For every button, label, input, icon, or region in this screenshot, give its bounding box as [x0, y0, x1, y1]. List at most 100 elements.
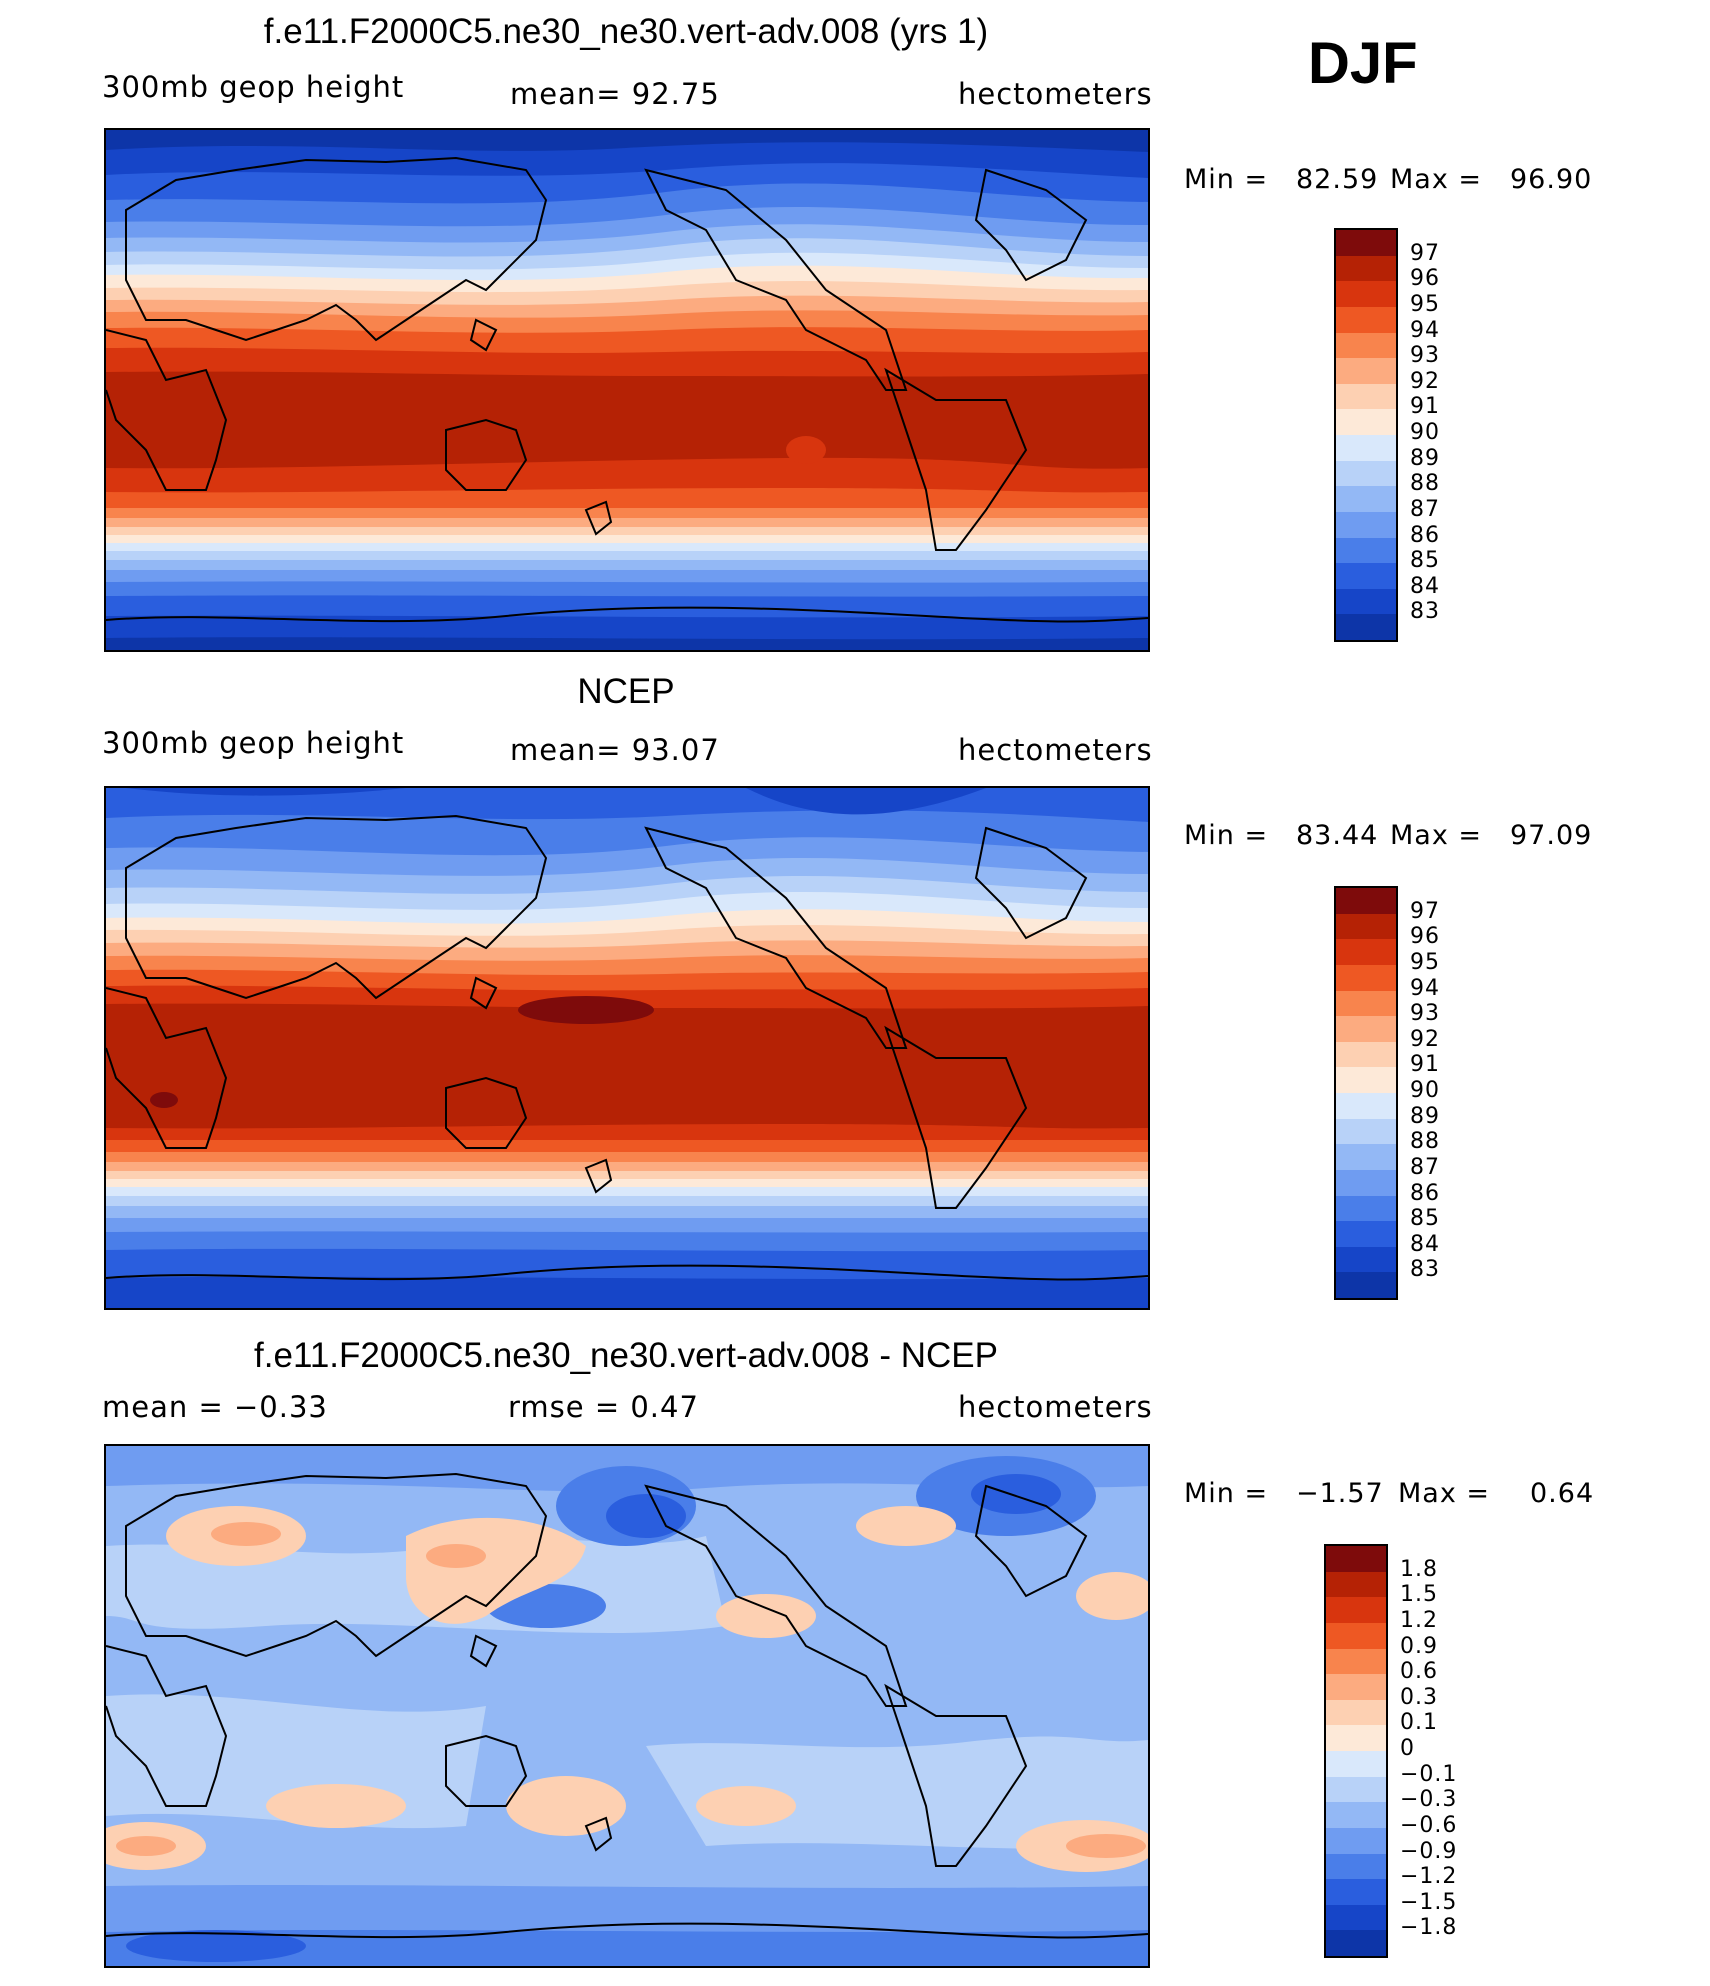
- colorbar-level-label: 1.5: [1400, 1582, 1438, 1608]
- colorbar-level-label: 85: [1410, 1206, 1440, 1232]
- colorbar-swatch: [1336, 990, 1396, 1018]
- band-pos01-canada: [856, 1506, 956, 1546]
- band-max-africa: [150, 1092, 178, 1108]
- panel-1-min-value: 82.59: [1296, 164, 1379, 195]
- colorbar-swatch: [1336, 1118, 1396, 1146]
- colorbar-level-label: 0.6: [1400, 1659, 1438, 1685]
- colorbar-swatch: [1336, 511, 1396, 539]
- panel-3-map: [104, 1444, 1150, 1968]
- colorbar-level-label: 0.3: [1400, 1684, 1438, 1710]
- colorbar-level-label: 0.9: [1400, 1633, 1438, 1659]
- panel-3-colorbar: [1324, 1544, 1388, 1958]
- panel-1-max-label: Max =: [1390, 164, 1483, 195]
- band-pos03-asia: [426, 1544, 486, 1568]
- colorbar-level-label: 93: [1410, 343, 1440, 369]
- panel-1-contour-bands: [106, 130, 1148, 650]
- colorbar-swatch: [1326, 1776, 1386, 1804]
- colorbar-level-label: 94: [1410, 317, 1440, 343]
- band-84s: [106, 1276, 1148, 1308]
- panel-2-max-value: 97.09: [1510, 820, 1593, 851]
- panel-2-map: [104, 786, 1150, 1310]
- panel-2-variable-label: 300mb geop height: [102, 726, 405, 760]
- panel-2-coastlines: [106, 814, 1148, 1281]
- panel-1-variable-label: 300mb geop height: [102, 70, 405, 104]
- colorbar-level-label: 0.1: [1400, 1710, 1438, 1736]
- colorbar-level-label: −0.1: [1400, 1761, 1458, 1787]
- colorbar-level-label: 93: [1410, 1001, 1440, 1027]
- colorbar-swatch: [1336, 1041, 1396, 1069]
- panel-3-max-label: Max =: [1398, 1478, 1491, 1509]
- colorbar-level-label: −0.9: [1400, 1838, 1458, 1864]
- panel-1-min-label: Min =: [1184, 164, 1269, 195]
- colorbar-level-label: 88: [1410, 471, 1440, 497]
- colorbar-swatch: [1326, 1725, 1386, 1752]
- panel-2-mean-label: mean= 93.07: [510, 733, 720, 767]
- colorbar-level-label: 90: [1410, 1078, 1440, 1103]
- colorbar-level-label: −1.8: [1400, 1915, 1458, 1941]
- panel-1-mean-label: mean= 92.75: [510, 77, 720, 111]
- colorbar-level-label: 0: [1400, 1736, 1415, 1761]
- colorbar-level-label: 86: [1410, 1180, 1440, 1206]
- colorbar-swatch: [1336, 409, 1396, 436]
- colorbar-swatch: [1336, 255, 1396, 283]
- panel-2-units-label: hectometers: [958, 733, 1153, 767]
- colorbar-swatch: [1326, 1802, 1386, 1829]
- colorbar-swatch: [1336, 486, 1396, 513]
- season-label: DJF: [1308, 31, 1418, 96]
- band-max-west-pacific: [518, 996, 654, 1024]
- colorbar-swatch: [1326, 1571, 1386, 1599]
- colorbar-level-label: −1.5: [1400, 1889, 1458, 1915]
- colorbar-level-label: 1.8: [1400, 1556, 1438, 1582]
- colorbar-swatch: [1336, 383, 1396, 411]
- colorbar-swatch: [1336, 358, 1396, 385]
- colorbar-level-label: 95: [1410, 291, 1440, 317]
- colorbar-level-label: 95: [1410, 949, 1440, 975]
- colorbar-level-label: 84: [1410, 1231, 1440, 1257]
- colorbar-swatch: [1326, 1648, 1386, 1676]
- colorbar-level-label: 92: [1410, 1026, 1440, 1052]
- panel-3-title: f.e11.F2000C5.ne30_ne30.vert-adv.008 - N…: [254, 1336, 998, 1375]
- band-neg12-antarctic: [126, 1930, 306, 1962]
- colorbar-swatch: [1326, 1827, 1386, 1855]
- colorbar-swatch: [1336, 939, 1396, 966]
- panel-3-coastlines: [106, 1472, 1148, 1939]
- panel-1-coastlines: [106, 156, 1148, 623]
- band-pos01-spac: [696, 1786, 796, 1826]
- colorbar-swatch: [1336, 460, 1396, 488]
- colorbar-level-label: 94: [1410, 975, 1440, 1001]
- colorbar-swatch: [1336, 1246, 1396, 1274]
- band-96-bump: [786, 436, 826, 464]
- colorbar-level-label: −0.6: [1400, 1812, 1458, 1838]
- colorbar-level-label: 85: [1410, 548, 1440, 574]
- colorbar-swatch: [1336, 1093, 1396, 1120]
- panel-3-min-value: −1.57: [1296, 1478, 1384, 1509]
- panel-1-title: f.e11.F2000C5.ne30_ne30.vert-adv.008 (yr…: [263, 12, 989, 51]
- colorbar-level-label: 84: [1410, 573, 1440, 599]
- band-84n: [126, 788, 406, 796]
- colorbar-level-label: 86: [1410, 522, 1440, 548]
- colorbar-level-label: 83: [1410, 599, 1440, 625]
- band-pos03-satl-east: [1066, 1834, 1146, 1858]
- panel-3-rmse-label: rmse = 0.47: [508, 1390, 699, 1424]
- band-pos03-satl-west: [116, 1836, 176, 1856]
- panel-1-map-svg: [106, 130, 1148, 650]
- colorbar-swatch: [1336, 1067, 1396, 1094]
- colorbar-level-label: 97: [1410, 898, 1440, 924]
- colorbar-swatch: [1336, 1144, 1396, 1171]
- colorbar-swatch: [1326, 1853, 1386, 1881]
- colorbar-level-label: 89: [1410, 1103, 1440, 1129]
- band-pos03-europe: [211, 1522, 281, 1546]
- colorbar-swatch: [1326, 1904, 1386, 1932]
- colorbar-swatch: [1336, 1169, 1396, 1197]
- panel-1-map: [104, 128, 1150, 652]
- colorbar-swatch: [1326, 1699, 1386, 1727]
- panel-2-max-label: Max =: [1390, 820, 1483, 851]
- colorbar-swatch: [1336, 332, 1396, 360]
- colorbar-level-label: 96: [1410, 924, 1440, 950]
- panel-2-colorbar: [1334, 886, 1398, 1300]
- colorbar-swatch: [1336, 537, 1396, 565]
- colorbar-swatch: [1336, 1016, 1396, 1043]
- panel-3-max-value: 0.64: [1530, 1478, 1595, 1509]
- colorbar-level-label: 87: [1410, 496, 1440, 522]
- band-pos01-npac-east: [716, 1594, 816, 1638]
